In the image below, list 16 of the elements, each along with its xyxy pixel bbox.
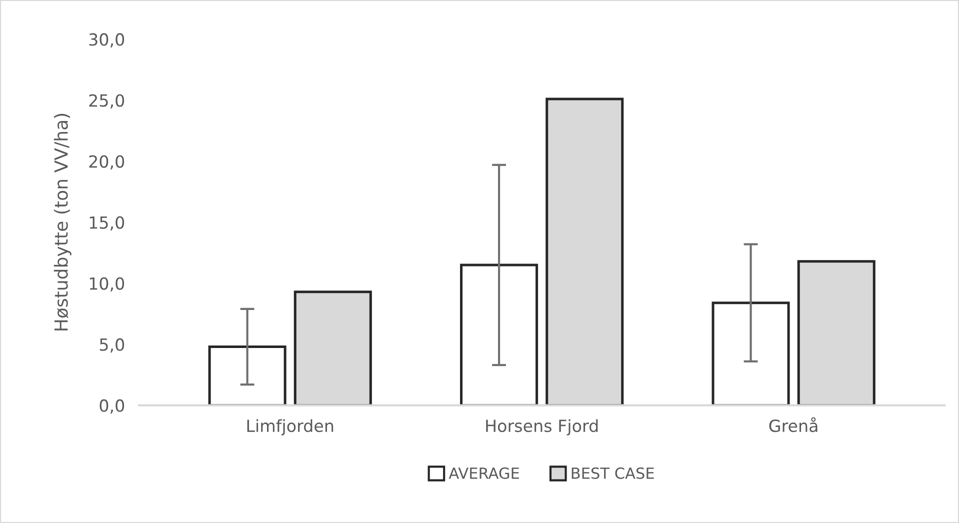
legend-label: AVERAGE: [448, 467, 519, 479]
y-tick-label: 15,0: [90, 216, 124, 231]
x-tick-label: Limfjorden: [247, 419, 334, 436]
x-tick-label: Horsens Fjord: [486, 419, 598, 436]
y-tick-label: 30,0: [89, 33, 124, 48]
y-tick-label: 5,0: [100, 338, 124, 353]
legend-label: BEST CASE: [572, 467, 654, 479]
bar: [208, 346, 286, 406]
bar: [460, 264, 538, 406]
y-tick-label: 20,0: [89, 155, 124, 170]
y-tick-label: 25,0: [89, 94, 124, 109]
bar: [712, 302, 790, 406]
y-tick-label: 10,0: [90, 277, 124, 292]
y-tick-label: 0,0: [100, 399, 124, 414]
x-tick-label: Grenå: [769, 417, 818, 432]
y-axis-title: Høstudbytte (ton VV/ha): [54, 114, 72, 330]
